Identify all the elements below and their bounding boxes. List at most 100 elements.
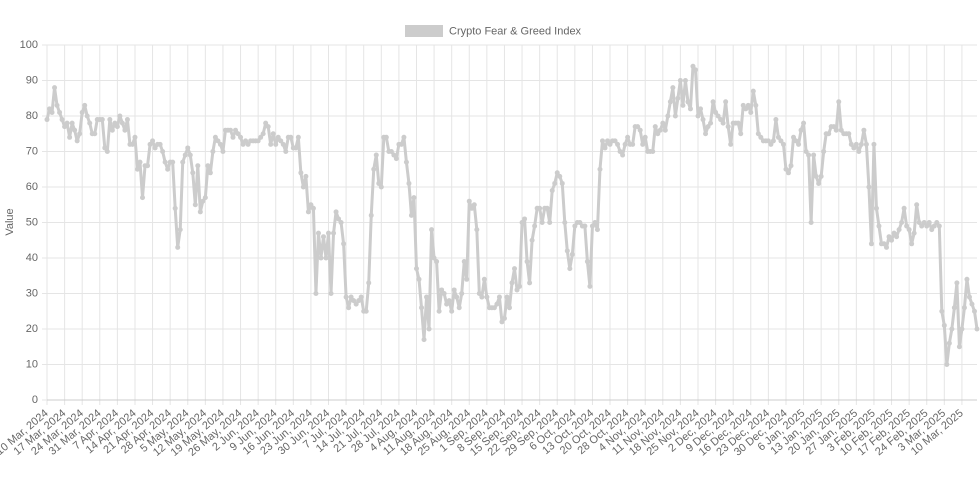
data-point: [195, 163, 201, 169]
y-tick-label: 20: [26, 323, 38, 335]
data-point: [434, 259, 440, 265]
data-point: [896, 227, 902, 233]
data-point: [205, 163, 211, 169]
data-point: [57, 109, 63, 115]
data-point: [278, 138, 284, 144]
data-point: [129, 141, 135, 147]
data-point: [868, 241, 874, 247]
y-tick-label: 60: [26, 181, 38, 193]
data-point: [833, 127, 839, 133]
data-point: [630, 141, 636, 147]
data-point: [856, 149, 862, 154]
data-point: [273, 141, 279, 147]
data-point: [557, 173, 563, 179]
data-point: [527, 280, 533, 286]
data-point: [240, 141, 246, 147]
data-point: [672, 113, 678, 119]
data-point: [421, 337, 427, 343]
data-point: [532, 223, 538, 229]
data-point: [258, 134, 264, 140]
data-point: [464, 276, 470, 282]
data-point: [479, 294, 485, 300]
data-point: [469, 205, 475, 211]
data-point: [700, 117, 706, 123]
data-point: [79, 109, 85, 115]
data-point: [891, 230, 897, 236]
data-point: [328, 291, 334, 296]
data-point: [949, 326, 955, 332]
data-point: [124, 117, 130, 123]
data-point: [383, 134, 389, 140]
data-point: [227, 127, 233, 133]
data-point: [270, 131, 276, 137]
data-point: [959, 326, 965, 332]
data-point: [323, 255, 329, 261]
data-point: [811, 152, 817, 158]
data-point: [338, 220, 344, 225]
data-point: [217, 141, 223, 147]
data-point: [356, 298, 362, 304]
data-point: [718, 117, 724, 123]
data-point: [114, 124, 120, 130]
data-point: [931, 223, 937, 229]
data-point: [788, 163, 794, 169]
data-point: [77, 131, 83, 137]
data-point: [594, 227, 600, 233]
data-point: [426, 326, 432, 332]
data-point: [682, 78, 688, 83]
data-point: [939, 308, 945, 314]
data-point: [710, 99, 716, 105]
data-point: [861, 127, 867, 133]
data-point: [650, 149, 656, 154]
data-point: [84, 113, 90, 119]
data-point: [831, 124, 837, 130]
data-point: [157, 141, 163, 147]
data-point: [484, 294, 490, 300]
data-point: [901, 205, 907, 211]
data-point: [346, 305, 352, 311]
data-point: [235, 131, 241, 137]
data-point: [177, 227, 183, 233]
data-point: [506, 305, 512, 311]
data-point: [572, 223, 578, 229]
data-point: [190, 170, 196, 176]
data-point: [243, 138, 249, 144]
data-point: [496, 294, 502, 300]
data-point: [660, 120, 666, 126]
data-point: [909, 241, 915, 247]
data-point: [537, 205, 543, 211]
data-point: [47, 106, 53, 112]
data-point: [509, 280, 515, 286]
data-point: [255, 138, 261, 144]
data-point: [441, 291, 447, 296]
data-point: [768, 141, 774, 147]
data-point: [605, 138, 611, 144]
data-point: [946, 340, 952, 346]
data-point: [52, 85, 58, 91]
y-tick-label: 90: [26, 74, 38, 86]
data-point: [818, 173, 824, 179]
data-point: [612, 138, 618, 144]
data-point: [444, 301, 450, 307]
data-point: [454, 294, 460, 300]
data-point: [371, 166, 377, 172]
data-point: [720, 120, 726, 126]
data-point: [107, 117, 113, 123]
data-point: [494, 301, 500, 307]
data-point: [853, 141, 859, 147]
data-point: [564, 248, 570, 254]
data-point: [680, 102, 686, 108]
data-point: [813, 173, 819, 179]
data-point: [366, 280, 372, 286]
data-point: [821, 149, 827, 154]
data-point: [966, 294, 972, 300]
data-point: [662, 127, 668, 133]
data-point: [419, 305, 425, 311]
data-point: [439, 287, 445, 293]
data-point: [363, 308, 369, 314]
data-point: [559, 180, 565, 186]
data-point: [331, 230, 337, 236]
data-point: [313, 291, 319, 296]
data-point: [49, 109, 55, 115]
data-point: [220, 149, 226, 154]
